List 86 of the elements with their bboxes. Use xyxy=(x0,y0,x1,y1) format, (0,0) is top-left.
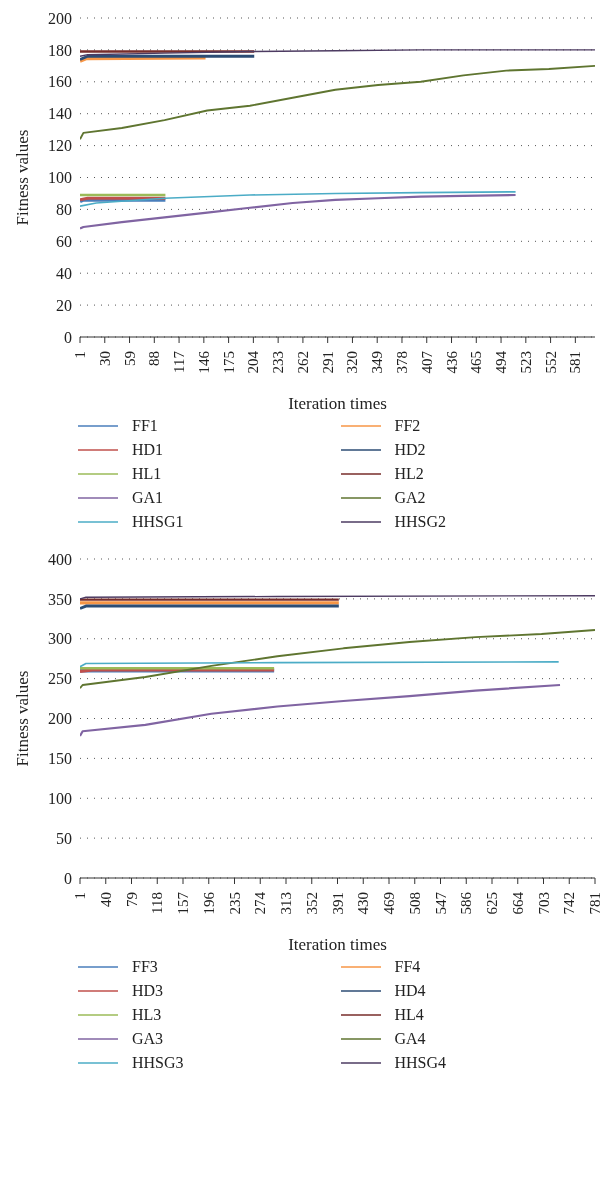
x-tick-label: 40 xyxy=(97,892,114,907)
x-tick-label: 204 xyxy=(245,350,262,374)
x-tick-label: 88 xyxy=(146,351,163,366)
legend-label: HD3 xyxy=(132,982,164,1000)
y-tick-label: 150 xyxy=(48,750,72,768)
y-tick-label: 0 xyxy=(64,869,72,887)
x-tick-label: 465 xyxy=(468,351,485,374)
legend-label: GA3 xyxy=(132,1030,164,1048)
y-tick-label: 20 xyxy=(56,296,72,314)
y-tick-label: 120 xyxy=(48,137,72,155)
y-tick-label: 250 xyxy=(48,670,72,688)
y-tick-label: 200 xyxy=(48,710,72,728)
x-tick-label: 79 xyxy=(123,892,140,907)
y-tick-label: 140 xyxy=(48,105,72,123)
y-tick-label: 200 xyxy=(48,9,72,27)
x-tick-label: 349 xyxy=(369,351,386,374)
legend-label: HL1 xyxy=(132,465,162,483)
x-tick-label: 436 xyxy=(443,350,460,374)
x-tick-label: 59 xyxy=(121,351,138,366)
y-tick-label: 180 xyxy=(48,41,72,59)
y-tick-label: 160 xyxy=(48,73,72,91)
legend-label: FF3 xyxy=(132,958,158,976)
legend-label: HL2 xyxy=(394,465,424,483)
x-tick-label: 274 xyxy=(252,891,269,915)
legend-label: HD2 xyxy=(394,441,426,459)
x-tick-label: 523 xyxy=(517,351,534,374)
x-tick-label: 494 xyxy=(493,350,510,374)
x-tick-label: 30 xyxy=(96,351,113,366)
x-tick-label: 157 xyxy=(175,891,191,915)
x-tick-label: 235 xyxy=(226,892,243,915)
legend-label: GA4 xyxy=(394,1030,426,1048)
x-axis-title: Iteration times xyxy=(288,394,387,413)
x-tick-label: 352 xyxy=(303,892,320,915)
legend-label: FF1 xyxy=(132,417,158,435)
x-tick-label: 118 xyxy=(149,892,166,914)
x-tick-label: 117 xyxy=(171,350,188,373)
x-tick-label: 262 xyxy=(294,351,311,374)
x-tick-label: 313 xyxy=(278,892,294,915)
x-tick-label: 1 xyxy=(72,892,88,900)
y-axis-title: Fitness values xyxy=(13,670,33,767)
x-tick-label: 469 xyxy=(381,892,397,915)
x-tick-label: 430 xyxy=(355,892,372,915)
x-tick-label: 664 xyxy=(509,891,526,915)
y-axis-title: Fitness values xyxy=(13,129,33,226)
legend-label: GA2 xyxy=(394,489,426,507)
legend-label: HHSG2 xyxy=(394,513,447,531)
legend-label: HHSG1 xyxy=(132,513,184,531)
y-tick-label: 400 xyxy=(48,550,72,568)
y-tick-label: 80 xyxy=(56,201,72,219)
legend-label: GA1 xyxy=(132,489,164,507)
x-tick-label: 407 xyxy=(418,350,435,374)
x-tick-label: 175 xyxy=(220,351,237,374)
x-tick-label: 291 xyxy=(319,351,336,374)
x-tick-label: 146 xyxy=(195,350,212,374)
x-tick-label: 508 xyxy=(406,892,423,915)
x-tick-label: 1 xyxy=(72,351,88,359)
legend-label: HL4 xyxy=(394,1006,424,1024)
y-tick-label: 100 xyxy=(48,169,72,187)
y-tick-label: 0 xyxy=(64,328,72,346)
y-tick-label: 40 xyxy=(56,264,72,282)
x-tick-label: 233 xyxy=(270,351,287,374)
legend-label: FF4 xyxy=(394,958,421,976)
y-tick-label: 60 xyxy=(56,232,72,250)
legend-label: HD4 xyxy=(394,982,426,1000)
x-tick-label: 742 xyxy=(561,892,578,915)
x-tick-label: 625 xyxy=(484,892,500,915)
legend-label: HD1 xyxy=(132,441,164,459)
x-tick-label: 320 xyxy=(344,351,361,374)
legend-label: FF2 xyxy=(394,417,421,435)
x-tick-label: 552 xyxy=(542,351,559,374)
x-tick-label: 196 xyxy=(200,891,217,915)
x-tick-label: 781 xyxy=(587,892,603,915)
y-tick-label: 300 xyxy=(48,630,72,648)
x-tick-label: 547 xyxy=(432,891,449,915)
x-tick-label: 586 xyxy=(458,891,475,915)
x-tick-label: 391 xyxy=(329,892,346,915)
x-tick-label: 703 xyxy=(535,892,552,915)
legend-label: HHSG4 xyxy=(394,1054,447,1072)
legend-label: HL3 xyxy=(132,1006,162,1024)
x-axis-title: Iteration times xyxy=(288,935,387,954)
x-tick-label: 378 xyxy=(393,351,410,374)
y-tick-label: 100 xyxy=(48,789,72,807)
y-tick-label: 50 xyxy=(56,829,72,847)
legend-label: HHSG3 xyxy=(132,1054,184,1072)
y-tick-label: 350 xyxy=(48,590,72,608)
x-tick-label: 581 xyxy=(567,351,584,374)
